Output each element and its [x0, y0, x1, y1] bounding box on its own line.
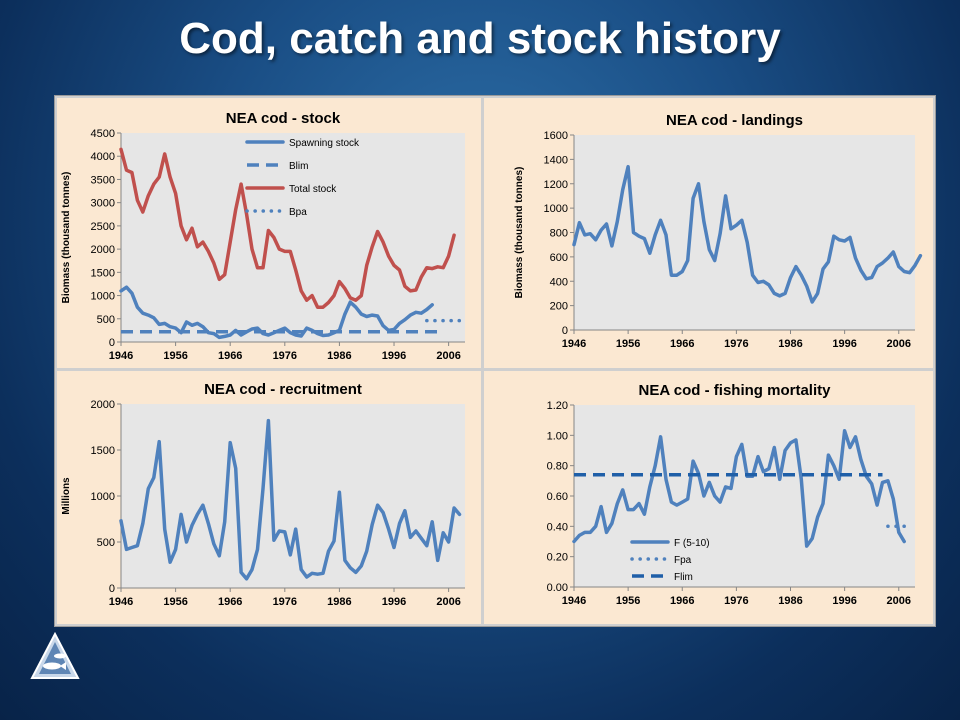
series-line — [119, 418, 462, 581]
y-tick-label: 400 — [550, 276, 568, 288]
y-tick-label: 1.20 — [547, 400, 568, 412]
x-tick-label: 2006 — [436, 350, 460, 362]
x-tick-label: 1946 — [562, 595, 586, 607]
chart-title: NEA cod - stock — [226, 110, 341, 127]
x-tick-label: 1966 — [670, 338, 694, 350]
y-tick-label: 200 — [550, 301, 568, 313]
y-tick-label: 500 — [97, 537, 115, 549]
y-tick-label: 1000 — [544, 203, 568, 215]
y-tick-label: 500 — [97, 314, 115, 326]
y-tick-label: 0.80 — [547, 461, 568, 473]
legend-label: Fpa — [674, 555, 692, 566]
recruitment-chart: NEA cod - recruitment Millions 0 500 1000 150… — [61, 381, 465, 608]
y-tick-label: 1400 — [544, 154, 568, 166]
y-tick-label: 4000 — [91, 151, 115, 163]
x-tick-label: 1996 — [832, 595, 856, 607]
x-tick-label: 1956 — [163, 350, 187, 362]
mortality-chart: NEA cod - fishing mortality 0.00 0.20 0.40 0… — [547, 382, 915, 607]
stock-chart: NEA cod - stock Biomass (thousand tonnes)… — [61, 110, 465, 362]
x-tick-label: 1956 — [616, 338, 640, 350]
x-tick-label: 1966 — [218, 350, 242, 362]
y-axis-label: Millions — [61, 477, 72, 515]
legend-label: Spawning stock — [289, 138, 360, 149]
y-tick-label: 2000 — [91, 244, 115, 256]
y-axis-label: Biomass (thousand tonnes) — [61, 172, 72, 304]
y-tick-label: 2500 — [91, 221, 115, 233]
y-tick-label: 0.40 — [547, 521, 568, 533]
legend-label: Bpa — [289, 207, 307, 218]
x-tick-label: 1946 — [109, 350, 133, 362]
chart-title: NEA cod - landings — [666, 112, 803, 129]
x-tick-label: 1976 — [273, 596, 297, 608]
y-tick-label: 1000 — [91, 291, 115, 303]
stock-chart-panel: NEA cod - stock Biomass (thousand tonnes)… — [57, 98, 481, 368]
x-tick-label: 1996 — [382, 350, 406, 362]
x-tick-label: 1986 — [778, 338, 802, 350]
x-tick-label: 1966 — [218, 596, 242, 608]
x-tick-label: 2006 — [436, 596, 460, 608]
y-tick-label: 3000 — [91, 198, 115, 210]
y-tick-label: 1500 — [91, 445, 115, 457]
y-axis-label: Biomass (thousand tonnes) — [514, 167, 525, 299]
legend-label: Flim — [674, 572, 693, 583]
x-tick-label: 1986 — [327, 596, 351, 608]
x-tick-label: 1966 — [670, 595, 694, 607]
f-5-10--line — [572, 429, 906, 548]
y-tick-label: 0 — [109, 583, 115, 595]
x-tick-label: 1976 — [724, 595, 748, 607]
series-line — [572, 164, 923, 304]
landings-chart-panel: NEA cod - landings Biomass (thousand tonn… — [484, 98, 933, 368]
x-tick-label: 1976 — [273, 350, 297, 362]
slide-title: Cod, catch and stock history — [179, 14, 781, 63]
chart-title: NEA cod - recruitment — [204, 381, 362, 398]
chart-grid: NEA cod - stock Biomass (thousand tonnes)… — [54, 95, 936, 627]
y-tick-label: 0.00 — [547, 582, 568, 594]
x-tick-label: 2006 — [887, 595, 911, 607]
x-tick-label: 1986 — [778, 595, 802, 607]
y-tick-label: 0 — [109, 337, 115, 349]
x-tick-label: 1946 — [109, 596, 133, 608]
plot-area — [574, 405, 915, 587]
y-tick-label: 0 — [562, 325, 568, 337]
y-tick-label: 1000 — [91, 491, 115, 503]
landings-chart: NEA cod - landings Biomass (thousand tonn… — [514, 112, 923, 350]
mortality-chart-panel: NEA cod - fishing mortality 0.00 0.20 0.40 0… — [484, 371, 933, 624]
chart-title: NEA cod - fishing mortality — [639, 382, 832, 399]
y-tick-label: 1200 — [544, 179, 568, 191]
y-tick-label: 3500 — [91, 174, 115, 186]
x-tick-label: 1976 — [724, 338, 748, 350]
ices-fish-triangle-logo-icon — [30, 631, 80, 682]
total-stock-line — [119, 147, 456, 309]
legend-label: Total stock — [289, 184, 337, 195]
plot-area — [121, 404, 465, 588]
y-tick-label: 1500 — [91, 267, 115, 279]
x-tick-label: 2006 — [887, 338, 911, 350]
recruitment-chart-panel: NEA cod - recruitment Millions 0 500 1000 150… — [57, 371, 481, 624]
plot-area — [121, 133, 465, 342]
y-tick-label: 0.20 — [547, 552, 568, 564]
legend-label: Blim — [289, 161, 308, 172]
y-tick-label: 600 — [550, 252, 568, 264]
y-tick-label: 1600 — [544, 130, 568, 142]
y-tick-label: 800 — [550, 228, 568, 240]
x-tick-label: 1996 — [382, 596, 406, 608]
y-tick-label: 0.60 — [547, 491, 568, 503]
x-tick-label: 1986 — [327, 350, 351, 362]
x-tick-label: 1996 — [832, 338, 856, 350]
x-tick-label: 1946 — [562, 338, 586, 350]
y-tick-label: 4500 — [91, 128, 115, 140]
y-tick-label: 1.00 — [547, 430, 568, 442]
x-tick-label: 1956 — [163, 596, 187, 608]
legend-label: F (5-10) — [674, 538, 710, 549]
y-tick-label: 2000 — [91, 399, 115, 411]
x-tick-label: 1956 — [616, 595, 640, 607]
